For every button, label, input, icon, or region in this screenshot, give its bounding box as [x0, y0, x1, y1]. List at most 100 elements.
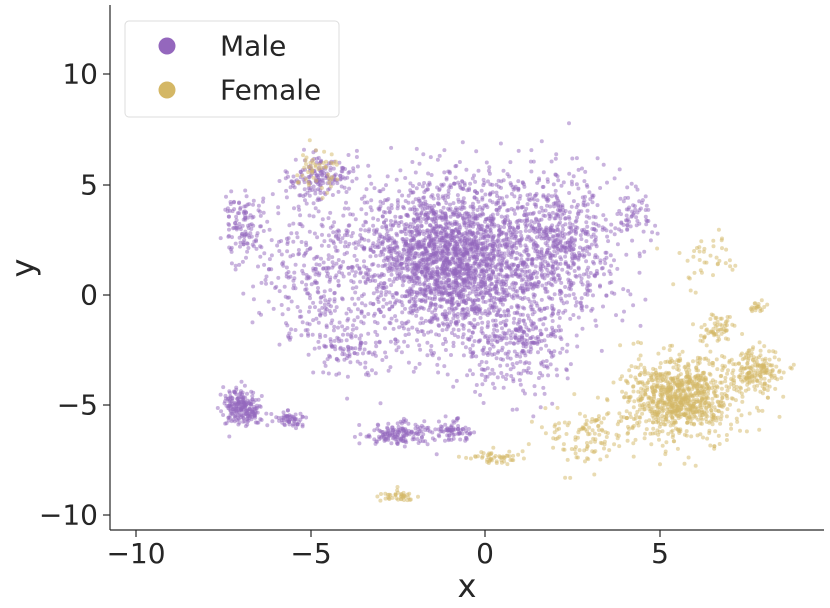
- scatter-point-male: [444, 201, 449, 205]
- scatter-point-male: [432, 292, 437, 297]
- scatter-point-male: [281, 410, 286, 415]
- scatter-point-male: [533, 325, 538, 329]
- scatter-point-male: [305, 328, 310, 332]
- scatter-point-male: [417, 161, 422, 166]
- scatter-point-male: [633, 207, 638, 212]
- scatter-point-male: [425, 442, 430, 447]
- scatter-point-male: [517, 317, 522, 322]
- scatter-point-male: [417, 269, 422, 274]
- scatter-point-male: [525, 202, 530, 207]
- scatter-point-male: [349, 234, 354, 239]
- scatter-point-male: [439, 424, 443, 429]
- scatter-point-male: [598, 260, 603, 265]
- scatter-point-male: [447, 169, 452, 174]
- scatter-point-male: [630, 238, 635, 243]
- scatter-point-male: [337, 320, 342, 325]
- scatter-point-male: [239, 233, 244, 238]
- scatter-point-male: [294, 426, 298, 431]
- scatter-point-male: [259, 280, 264, 285]
- scatter-point-male: [463, 345, 468, 350]
- scatter-point-male: [295, 305, 300, 309]
- scatter-point-male: [425, 228, 430, 233]
- scatter-point-male: [543, 259, 548, 264]
- scatter-point-female: [718, 374, 723, 379]
- scatter-point-male: [227, 227, 231, 232]
- scatter-point-male: [346, 153, 351, 157]
- scatter-point-male: [313, 267, 318, 271]
- scatter-point-male: [481, 401, 486, 405]
- scatter-point-male: [342, 233, 347, 238]
- scatter-point-male: [379, 293, 384, 298]
- scatter-point-male: [419, 211, 424, 216]
- scatter-point-male: [235, 396, 240, 401]
- scatter-point-male: [487, 225, 492, 230]
- scatter-point-male: [290, 415, 295, 419]
- scatter-point-male: [482, 367, 487, 372]
- scatter-point-male: [414, 146, 419, 151]
- scatter-point-male: [366, 312, 371, 316]
- scatter-point-male: [318, 171, 323, 176]
- scatter-point-male: [255, 405, 259, 410]
- scatter-point-male: [425, 295, 430, 300]
- scatter-point-male: [246, 246, 251, 250]
- scatter-point-male: [249, 234, 254, 239]
- scatter-point-male: [345, 244, 350, 249]
- scatter-point-male: [465, 212, 470, 216]
- scatter-point-male: [440, 217, 445, 222]
- scatter-point-male: [289, 231, 294, 236]
- scatter-point-male: [394, 177, 399, 182]
- scatter-point-male: [269, 253, 274, 258]
- scatter-point-male: [258, 254, 263, 259]
- scatter-point-male: [433, 276, 438, 281]
- scatter-point-male: [284, 265, 289, 270]
- scatter-point-male: [461, 300, 466, 304]
- scatter-point-male: [468, 204, 473, 209]
- scatter-point-male: [245, 249, 250, 254]
- scatter-point-male: [565, 376, 570, 381]
- scatter-point-male: [648, 238, 653, 243]
- scatter-point-male: [492, 352, 497, 357]
- scatter-point-male: [314, 316, 319, 321]
- scatter-point-male: [371, 301, 376, 306]
- scatter-point-male: [343, 240, 348, 245]
- scatter-point-male: [384, 183, 388, 188]
- scatter-point-male: [520, 312, 525, 317]
- scatter-point-male: [420, 251, 425, 255]
- scatter-point-male: [603, 261, 608, 266]
- scatter-point-male: [258, 213, 263, 218]
- scatter-point-male: [245, 391, 249, 396]
- scatter-point-male: [549, 271, 554, 276]
- scatter-point-male: [482, 249, 487, 254]
- scatter-point-male: [458, 437, 463, 442]
- scatter-point-male: [637, 199, 642, 204]
- scatter-point-male: [285, 295, 290, 300]
- scatter-point-male: [471, 254, 476, 259]
- scatter-point-male: [250, 320, 255, 325]
- scatter-point-male: [430, 225, 435, 230]
- scatter-point-male: [604, 255, 609, 260]
- scatter-point-male: [368, 205, 373, 210]
- scatter-point-male: [550, 319, 555, 323]
- scatter-point-male: [465, 306, 470, 311]
- scatter-point-male: [529, 219, 534, 224]
- scatter-point-male: [440, 248, 444, 253]
- scatter-point-male: [443, 309, 448, 314]
- scatter-point-male: [601, 304, 605, 309]
- scatter-point-male: [428, 320, 433, 325]
- scatter-point-male: [307, 193, 312, 198]
- scatter-point-male: [275, 243, 280, 248]
- scatter-point-male: [533, 249, 538, 254]
- scatter-point-male: [411, 283, 416, 288]
- scatter-point-male: [514, 245, 519, 250]
- scatter-point-male: [619, 229, 624, 234]
- scatter-point-male: [501, 374, 505, 379]
- scatter-point-male: [461, 326, 466, 331]
- scatter-point-male: [406, 360, 411, 365]
- scatter-point-male: [579, 237, 584, 242]
- scatter-point-male: [247, 406, 252, 411]
- scatter-point-male: [558, 261, 563, 266]
- scatter-point-male: [472, 268, 477, 273]
- scatter-point-male: [428, 348, 433, 353]
- scatter-point-male: [297, 207, 302, 212]
- scatter-point-male: [271, 306, 276, 311]
